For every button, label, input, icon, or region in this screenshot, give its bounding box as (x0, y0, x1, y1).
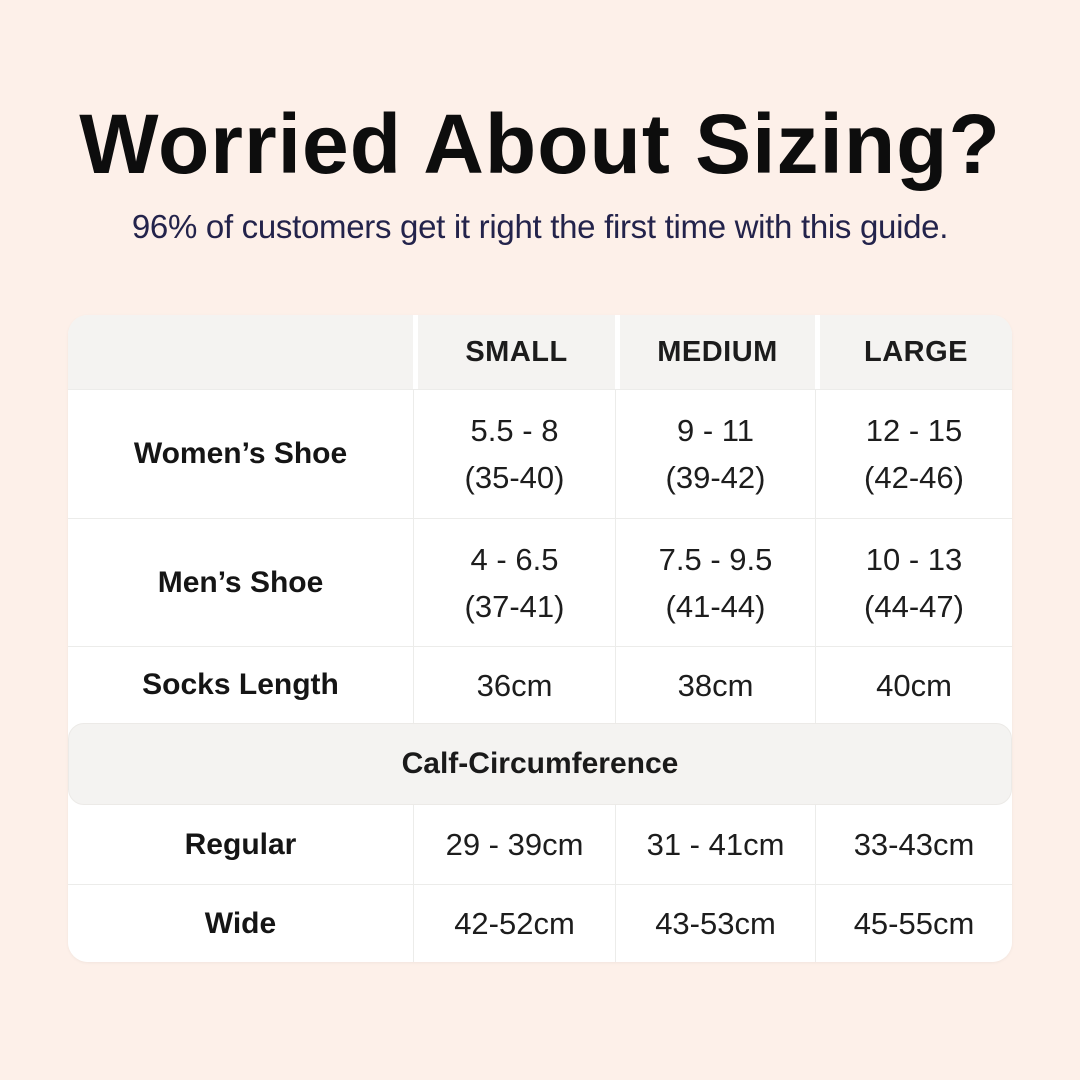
cell-line-1: 38cm (677, 667, 754, 703)
table-row-wide: Wide 42-52cm 43-53cm 45-55cm (68, 884, 1012, 962)
cell-line-2: (39-42) (665, 460, 766, 495)
page-title: Worried About Sizing? (79, 97, 1001, 191)
cell-line-1: 12 - 15 (865, 413, 963, 448)
header-cell-small: SMALL (413, 315, 615, 389)
row-label-socks-length: Socks Length (142, 668, 339, 701)
cell-wide-small: 42-52cm (413, 885, 615, 962)
row-label-womens-shoe: Women’s Shoe (133, 437, 348, 470)
cell-line-1: 7.5 - 9.5 (658, 541, 773, 577)
cell-line-1: 4 - 6.5 (470, 541, 559, 577)
cell-socks-small: 36cm (413, 647, 615, 723)
cell-socks-medium: 38cm (615, 647, 815, 723)
cell-line-1: 10 - 13 (865, 541, 963, 577)
table-row-womens-shoe: Women’s Shoe 5.5 - 8 (35-40) 9 - 11 (39-… (68, 389, 1012, 518)
cell-line-1: 9 - 11 (677, 413, 754, 448)
cell-wide-large: 45-55cm (815, 885, 1012, 962)
page-subtitle: 96% of customers get it right the first … (131, 208, 949, 245)
header-cell-medium: MEDIUM (615, 315, 815, 389)
cell-line-2: (42-46) (864, 460, 964, 495)
cell-mens-large: 10 - 13 (44-47) (815, 519, 1012, 646)
cell-line-2: (37-41) (464, 588, 565, 624)
cell-line-2: (41-44) (665, 588, 766, 624)
cell-mens-small: 4 - 6.5 (37-41) (413, 519, 615, 646)
cell-womens-large: 12 - 15 (42-46) (815, 390, 1012, 518)
cell-mens-medium: 7.5 - 9.5 (41-44) (615, 519, 815, 646)
header-cell-empty (68, 315, 413, 389)
table-header-row: SMALL MEDIUM LARGE (68, 315, 1012, 389)
row-label-regular: Regular (184, 827, 297, 861)
cell-womens-medium: 9 - 11 (39-42) (615, 390, 815, 518)
cell-line-1: 40cm (876, 667, 952, 703)
cell-socks-large: 40cm (815, 647, 1012, 723)
table-row-regular: Regular 29 - 39cm 31 - 41cm 33-43cm (68, 805, 1012, 884)
cell-line-1: 36cm (476, 667, 553, 703)
table-row-socks-length: Socks Length 36cm 38cm 40cm (68, 646, 1012, 723)
cell-line-2: (44-47) (864, 588, 964, 624)
cell-regular-medium: 31 - 41cm (615, 805, 815, 884)
cell-regular-small: 29 - 39cm (413, 805, 615, 884)
row-label-wide: Wide (204, 906, 277, 940)
cell-womens-small: 5.5 - 8 (35-40) (413, 390, 615, 518)
section-header-calf-circumference: Calf-Circumference (68, 723, 1012, 805)
table-row-mens-shoe: Men’s Shoe 4 - 6.5 (37-41) 7.5 - 9.5 (41… (68, 518, 1012, 646)
header-cell-large: LARGE (815, 315, 1012, 389)
row-label-mens-shoe: Men’s Shoe (157, 565, 324, 599)
cell-line-1: 5.5 - 8 (470, 413, 559, 448)
cell-wide-medium: 43-53cm (615, 885, 815, 962)
size-chart-table: SMALL MEDIUM LARGE Women’s Shoe 5.5 - 8 … (68, 315, 1012, 962)
cell-regular-large: 33-43cm (815, 805, 1012, 884)
cell-line-2: (35-40) (464, 460, 565, 495)
